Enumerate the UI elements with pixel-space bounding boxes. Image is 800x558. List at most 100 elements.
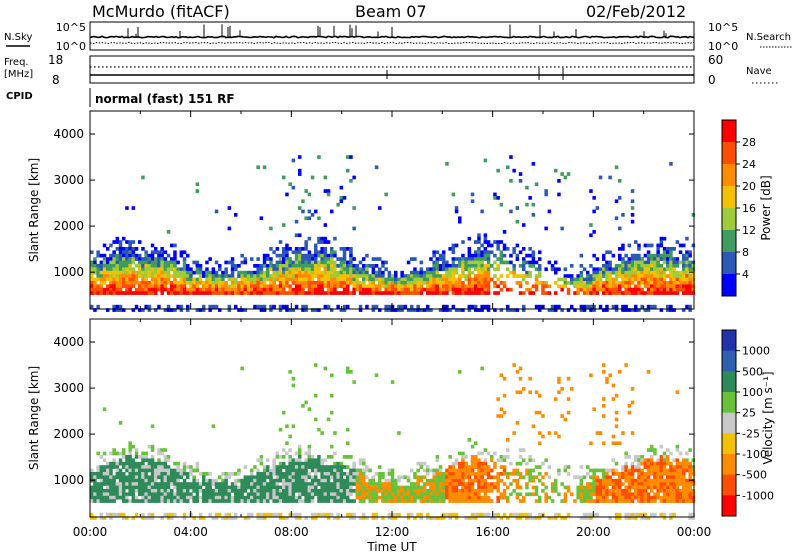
heatmap-cell <box>154 482 158 486</box>
heatmap-cell <box>653 492 657 497</box>
heatmap-cell <box>298 287 302 292</box>
heatmap-cell <box>272 284 276 289</box>
heatmap-cell <box>330 291 334 295</box>
heatmap-cell <box>288 247 292 251</box>
heatmap-cell <box>371 485 376 490</box>
heatmap-cell <box>416 485 420 490</box>
heatmap-cell <box>218 274 222 278</box>
heatmap-cell <box>618 492 622 497</box>
heatmap-cell <box>294 281 299 285</box>
heatmap-cell <box>598 277 603 282</box>
heatmap-cell <box>227 495 232 500</box>
station-title: McMurdo (fitACF) <box>92 2 230 21</box>
heatmap-cell <box>365 495 369 500</box>
heatmap-cell <box>650 465 654 469</box>
heatmap-cell <box>362 489 366 493</box>
heatmap-cell <box>278 277 283 282</box>
heatmap-cell <box>342 485 347 490</box>
heatmap-cell <box>269 472 273 476</box>
heatmap-cell <box>371 284 376 289</box>
heatmap-cell <box>659 281 664 285</box>
heatmap-cell <box>483 499 488 503</box>
heatmap-cell <box>147 495 152 500</box>
heatmap-cell <box>643 277 648 282</box>
heatmap-cell <box>650 482 654 486</box>
heatmap-cell <box>166 478 171 483</box>
heatmap-cell <box>298 168 302 173</box>
heatmap-cell <box>259 291 264 295</box>
heatmap-cell <box>176 284 180 289</box>
heatmap-cell <box>458 216 462 221</box>
colorbar-swatch <box>722 495 736 517</box>
heatmap-cell <box>525 468 529 473</box>
heatmap-cell <box>448 489 452 493</box>
heatmap-cell <box>646 284 651 289</box>
heatmap-cell <box>650 243 654 248</box>
heatmap-cell <box>250 512 254 517</box>
heatmap-cell <box>288 485 292 490</box>
heatmap-cell <box>493 461 497 466</box>
heatmap-cell <box>93 489 97 493</box>
heatmap-cell <box>205 281 209 285</box>
heatmap-cell <box>278 270 283 275</box>
heatmap-cell <box>211 287 216 292</box>
heatmap-cell <box>554 485 558 490</box>
heatmap-cell <box>342 257 347 261</box>
heatmap-cell <box>515 421 520 425</box>
heatmap-cell <box>138 253 142 258</box>
heatmap-cell <box>147 257 152 261</box>
heatmap-cell <box>566 281 571 285</box>
heatmap-cell <box>294 270 299 275</box>
heatmap-cell <box>314 260 318 265</box>
heatmap-cell <box>432 478 436 483</box>
heatmap-cell <box>179 274 184 278</box>
heatmap-cell <box>317 236 321 241</box>
heatmap-cell <box>224 270 228 275</box>
heatmap-cell <box>352 281 356 285</box>
freq-panel <box>89 55 695 84</box>
heatmap-cell <box>144 257 148 261</box>
heatmap-cell <box>99 281 104 285</box>
colorbar-swatch <box>722 252 736 275</box>
heatmap-cell <box>662 465 667 469</box>
heatmap-cell <box>339 260 344 265</box>
heatmap-cell <box>291 492 296 497</box>
heatmap-cell <box>301 468 305 473</box>
heatmap-cell <box>176 274 180 278</box>
heatmap-cell <box>669 260 673 265</box>
heatmap-cell <box>672 482 676 486</box>
heatmap-cell <box>685 250 689 255</box>
heatmap-cell <box>406 512 411 517</box>
heatmap-cell <box>125 495 129 500</box>
heatmap-cell <box>640 304 644 309</box>
heatmap-cell <box>224 485 228 490</box>
heatmap-cell <box>406 489 411 493</box>
heatmap-cell <box>371 495 376 500</box>
heatmap-cell <box>227 492 232 497</box>
heatmap-cell <box>262 516 267 520</box>
heatmap-cell <box>125 465 129 469</box>
heatmap-cell <box>317 455 321 459</box>
heatmap-cell <box>176 260 180 265</box>
heatmap-cell <box>349 492 353 497</box>
heatmap-cell <box>557 380 561 384</box>
heatmap-cell <box>419 461 424 466</box>
heatmap-cell <box>618 274 622 278</box>
heatmap-cell <box>688 291 692 295</box>
heatmap-cell <box>682 284 686 289</box>
heatmap-cell <box>198 287 203 292</box>
heatmap-cell <box>301 492 305 497</box>
heatmap-cell <box>214 489 219 493</box>
heatmap-cell <box>275 499 280 503</box>
heatmap-cell <box>490 455 494 459</box>
heatmap-cell <box>650 489 654 493</box>
heatmap-cell <box>528 492 532 497</box>
heatmap-cell <box>592 499 596 503</box>
heatmap-cell <box>662 287 667 292</box>
heatmap-cell <box>573 499 577 503</box>
heatmap-cell <box>624 253 628 258</box>
heatmap-cell <box>317 284 321 289</box>
heatmap-cell <box>518 281 523 285</box>
heatmap-cell <box>406 478 411 483</box>
heatmap-cell <box>442 478 446 483</box>
